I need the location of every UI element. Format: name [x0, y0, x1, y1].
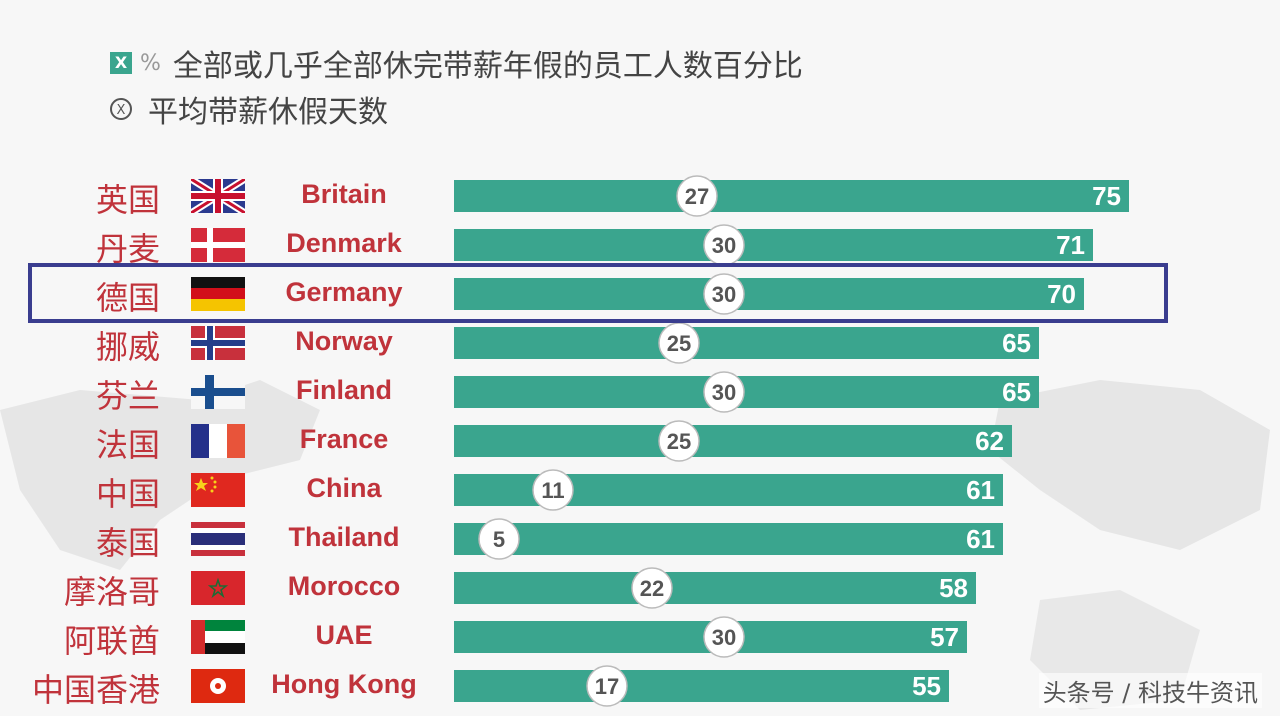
bar-value-label: 62	[975, 426, 1004, 456]
country-label-cn: 中国香港	[31, 671, 160, 709]
days-value-label: 30	[712, 282, 736, 307]
percent-symbol: %	[140, 50, 161, 76]
days-marker	[532, 469, 574, 511]
country-label-en: Norway	[295, 326, 393, 356]
legend-item-percentage: X % 全部或几乎全部休完带薪年假的员工人数百分比	[110, 40, 803, 86]
bar-value-label: 71	[1056, 230, 1085, 260]
days-value-label: 17	[595, 674, 619, 699]
country-label-cn: 德国	[95, 279, 160, 317]
days-value-label: 30	[712, 380, 736, 405]
bar-percentage	[454, 670, 949, 702]
legend-circle-icon: X	[110, 98, 132, 120]
country-label-en: Britain	[301, 179, 387, 209]
country-label-cn: 法国	[95, 426, 160, 464]
norway-flag-icon	[191, 326, 245, 360]
days-marker	[703, 371, 745, 413]
days-marker	[676, 175, 718, 217]
country-label-en: Germany	[285, 277, 403, 307]
legend-item-days: X 平均带薪休假天数	[110, 86, 803, 132]
legend-label-days: 平均带薪休假天数	[148, 95, 388, 130]
legend-label-percentage: 全部或几乎全部休完带薪年假的员工人数百分比	[172, 49, 803, 84]
country-label-cn: 英国	[95, 181, 160, 219]
bar-value-label: 55	[912, 671, 941, 701]
france-flag-icon	[191, 424, 245, 458]
days-marker	[658, 322, 700, 364]
finland-flag-icon	[191, 375, 245, 409]
country-label-cn: 中国	[95, 475, 160, 513]
bar-value-label: 65	[1002, 328, 1031, 358]
uk-flag-icon	[189, 176, 247, 216]
days-marker	[586, 665, 628, 707]
days-marker	[658, 420, 700, 462]
days-value-label: 22	[640, 576, 664, 601]
bar-percentage	[454, 327, 1039, 359]
days-marker	[703, 616, 745, 658]
days-value-label: 30	[712, 625, 736, 650]
morocco-flag-icon	[191, 571, 245, 605]
china-flag-icon	[191, 473, 245, 507]
bar-value-label: 65	[1002, 377, 1031, 407]
days-marker	[478, 518, 520, 560]
country-label-en: Thailand	[288, 522, 400, 552]
bar-percentage	[454, 278, 1084, 310]
legend-box-icon: X	[110, 52, 132, 74]
days-value-label: 5	[493, 527, 505, 552]
country-label-cn: 摩洛哥	[63, 573, 160, 611]
bar-percentage	[454, 229, 1093, 261]
uae-flag-icon	[191, 620, 245, 654]
bar-percentage	[454, 523, 1003, 555]
country-label-cn: 阿联酋	[63, 622, 160, 660]
germany-highlight-box	[28, 263, 1168, 323]
bar-value-label: 70	[1047, 279, 1076, 309]
days-marker	[631, 567, 673, 609]
country-label-en: UAE	[315, 620, 373, 650]
country-label-cn: 泰国	[95, 524, 160, 562]
country-label-cn: 芬兰	[95, 377, 160, 415]
country-label-cn: 丹麦	[95, 230, 160, 268]
country-label-en: Finland	[296, 375, 392, 405]
country-label-en: China	[306, 473, 382, 503]
bar-percentage	[454, 425, 1012, 457]
bar-percentage	[454, 376, 1039, 408]
days-marker	[703, 273, 745, 315]
hongkong-flag-icon	[191, 669, 245, 703]
germany-flag-icon	[191, 277, 245, 311]
bar-value-label: 61	[966, 524, 995, 554]
country-label-en: France	[299, 424, 389, 454]
bar-value-label: 75	[1092, 181, 1121, 211]
country-label-en: Denmark	[286, 228, 402, 258]
bar-percentage	[454, 180, 1129, 212]
bar-value-label: 61	[966, 475, 995, 505]
country-label-cn: 挪威	[95, 328, 160, 366]
country-label-en: Morocco	[287, 571, 401, 601]
days-value-label: 25	[667, 331, 691, 356]
bar-percentage	[454, 572, 976, 604]
watermark: 头条号 / 科技牛资讯	[1038, 673, 1262, 708]
country-label-en: Hong Kong	[271, 669, 417, 699]
days-value-label: 27	[685, 184, 709, 209]
days-value-label: 11	[541, 478, 564, 503]
days-value-label: 30	[712, 233, 736, 258]
bar-value-label: 58	[939, 573, 968, 603]
denmark-flag-icon	[191, 228, 245, 262]
thailand-flag-icon	[191, 522, 245, 556]
bar-value-label: 57	[930, 622, 959, 652]
days-value-label: 25	[667, 429, 691, 454]
legend: X % 全部或几乎全部休完带薪年假的员工人数百分比 X 平均带薪休假天数	[110, 40, 803, 132]
